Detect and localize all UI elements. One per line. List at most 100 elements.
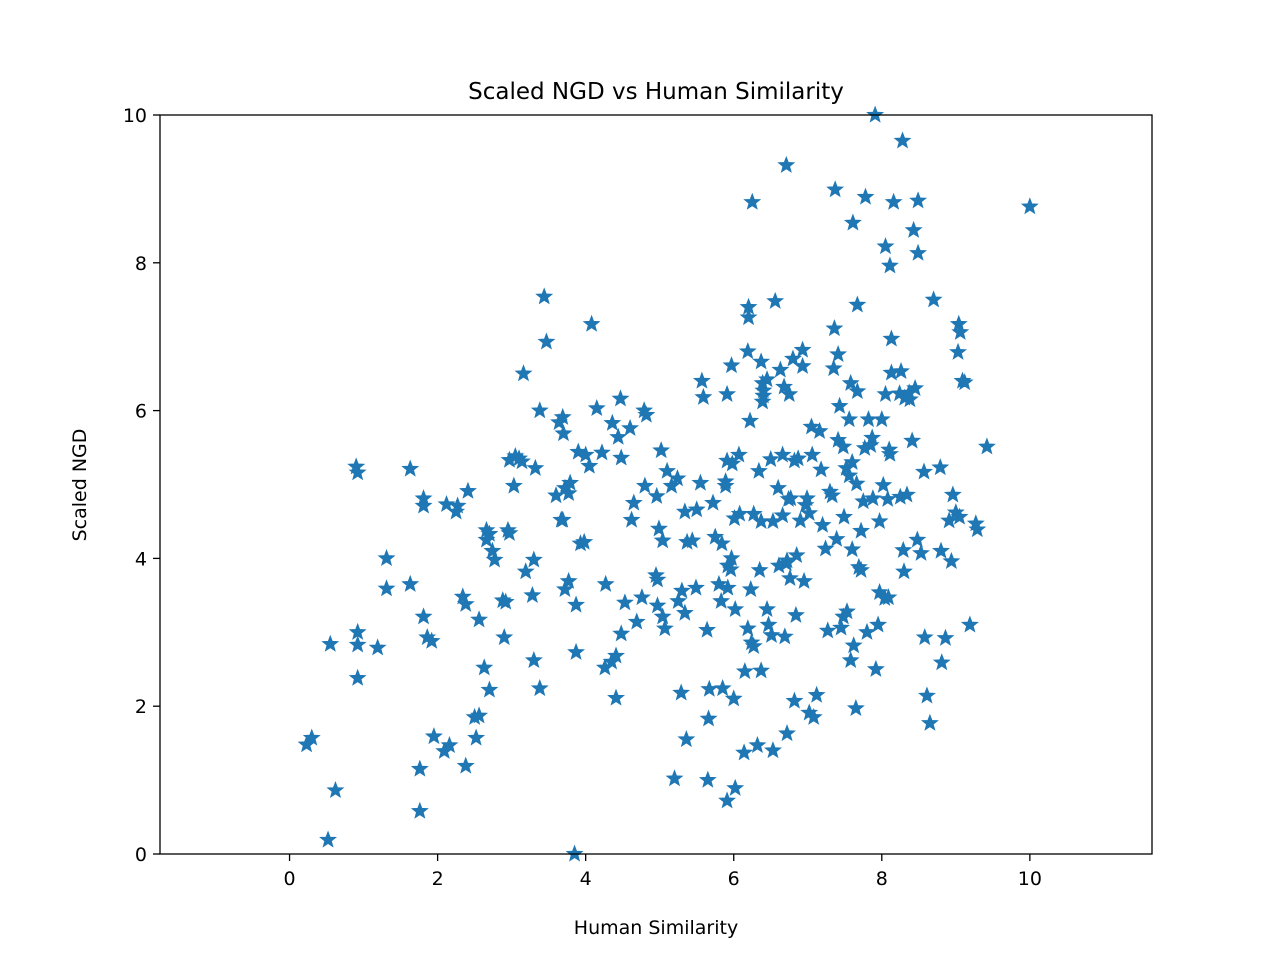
data-point — [775, 627, 794, 645]
data-point — [410, 801, 429, 819]
data-point — [632, 588, 651, 606]
data-point — [621, 418, 640, 436]
data-point — [754, 381, 773, 399]
data-point — [553, 510, 572, 528]
data-point — [401, 574, 420, 592]
data-point — [876, 237, 895, 255]
data-point — [647, 486, 666, 504]
data-point — [675, 502, 694, 520]
data-point — [793, 356, 812, 374]
data-point — [669, 591, 688, 609]
data-point — [653, 531, 672, 549]
data-point — [895, 562, 913, 580]
data-point — [524, 650, 543, 668]
data-point — [754, 386, 773, 404]
data-point — [943, 485, 962, 503]
data-point — [726, 599, 745, 617]
data-point — [648, 596, 667, 614]
data-point — [856, 187, 875, 205]
data-point — [800, 503, 819, 521]
data-point — [804, 707, 823, 725]
data-point — [677, 730, 696, 748]
data-point — [410, 759, 429, 777]
data-point — [835, 507, 853, 525]
data-point — [321, 634, 340, 652]
data-point — [750, 560, 769, 578]
data-point — [968, 520, 987, 538]
data-point — [841, 373, 860, 391]
data-point — [812, 460, 831, 478]
data-point — [816, 539, 835, 557]
data-point — [741, 580, 760, 598]
x-axis-label: Human Similarity — [574, 917, 738, 939]
data-point — [559, 571, 578, 589]
data-point — [587, 398, 606, 416]
data-point — [960, 615, 979, 633]
data-point — [942, 551, 961, 569]
data-point — [735, 743, 754, 761]
data-point — [648, 570, 667, 588]
data-point — [843, 452, 862, 470]
data-point — [535, 287, 554, 305]
data-point — [593, 443, 611, 461]
data-point — [900, 390, 919, 408]
data-point — [721, 560, 740, 578]
data-point — [683, 531, 702, 549]
data-point — [514, 364, 533, 382]
data-point — [894, 540, 913, 558]
y-tick-label: 8 — [135, 253, 147, 275]
data-point — [912, 543, 930, 561]
marks-layer — [297, 105, 1039, 862]
data-point — [758, 370, 776, 388]
data-point — [789, 449, 808, 467]
data-point — [843, 540, 862, 558]
data-point — [526, 458, 545, 476]
data-point — [773, 445, 792, 463]
y-axis-label: Scaled NGD — [69, 429, 91, 542]
data-point — [698, 620, 717, 638]
data-point — [904, 220, 923, 238]
data-point — [401, 459, 420, 477]
data-point — [785, 691, 804, 709]
y-tick-label: 2 — [135, 696, 147, 718]
data-point — [582, 314, 601, 332]
data-point — [977, 437, 996, 455]
data-point — [951, 322, 970, 340]
x-tick-label: 8 — [876, 868, 888, 890]
data-point — [807, 685, 826, 703]
data-point — [716, 476, 735, 494]
data-point — [878, 489, 897, 507]
data-point — [846, 699, 865, 717]
data-point — [414, 607, 433, 625]
data-point — [575, 532, 594, 550]
data-point — [843, 213, 862, 231]
data-point — [741, 411, 759, 429]
data-point — [753, 392, 772, 410]
data-point — [852, 521, 871, 539]
chart-title: Scaled NGD vs Human Similarity — [468, 79, 844, 105]
data-point — [576, 445, 595, 463]
data-point — [832, 618, 851, 636]
data-point — [470, 610, 489, 628]
y-tick-label: 4 — [135, 548, 147, 570]
data-point — [319, 830, 337, 848]
data-point — [615, 593, 634, 611]
data-point — [302, 728, 321, 746]
data-point — [743, 192, 762, 210]
data-point — [876, 384, 895, 402]
data-point — [915, 628, 934, 646]
data-point — [802, 417, 821, 435]
data-point — [762, 625, 781, 643]
data-point — [713, 679, 732, 697]
data-point — [866, 659, 885, 677]
data-point — [437, 495, 456, 513]
data-point — [675, 603, 694, 621]
data-point — [744, 504, 763, 522]
data-point — [787, 546, 806, 564]
data-point — [609, 427, 628, 445]
data-point — [668, 469, 687, 487]
data-point — [516, 562, 535, 580]
data-point — [565, 844, 584, 862]
data-point — [909, 191, 928, 209]
data-point — [553, 407, 572, 425]
